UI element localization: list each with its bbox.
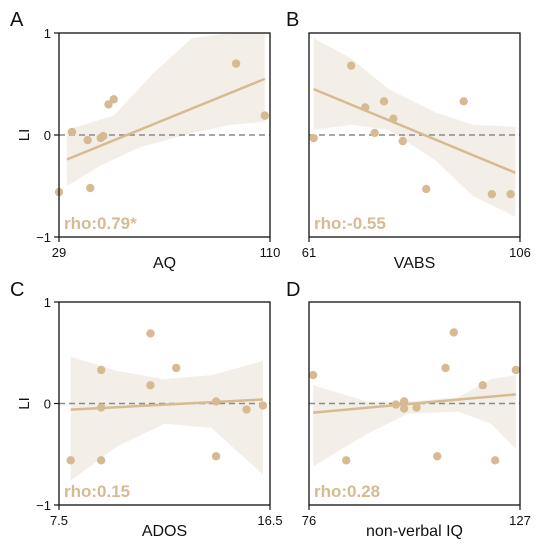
data-point [97,403,106,412]
chart-panel-c: 7.5 16.5 1 0 −1 ADOS LI rho:0.15 C [10,279,283,540]
data-point [67,127,77,137]
data-point [66,456,75,465]
data-point [97,456,106,465]
data-point [260,111,269,120]
rho-annotation: rho:0.28 [314,482,380,501]
data-point [308,370,318,380]
data-point [459,97,468,106]
x-tick-label: 29 [52,245,66,260]
data-point [97,365,106,375]
x-tick-label: 61 [302,245,316,260]
data-point [506,189,515,199]
y-tick-label: 0 [44,128,51,143]
data-point [146,329,155,338]
confidence-band [313,38,516,217]
data-point [99,131,108,141]
data-point [398,136,407,146]
data-point [399,404,409,413]
y-tick-label: 0 [44,397,51,412]
data-point [86,183,95,193]
data-point [309,133,318,143]
rho-annotation: rho:0.79* [64,214,137,233]
data-point [389,114,398,123]
confidence-band [70,356,263,481]
rho-annotation: rho:0.15 [64,482,130,501]
data-point [487,189,497,199]
panel-letter: A [10,9,24,31]
x-tick-label: 110 [260,245,281,260]
y-tick-label: −1 [36,498,51,513]
data-point [104,100,113,109]
data-point [361,103,370,112]
data-point [449,328,459,337]
confidence-band [313,375,516,467]
y-tick-label: −1 [36,230,51,245]
data-point [399,397,409,406]
data-point [172,363,181,373]
data-point [211,397,221,406]
chart-panel-b: 61 106 VABS rho:-0.55 B [286,9,531,272]
x-axis-label: AQ [153,255,176,272]
x-tick-label: 127 [509,513,531,528]
y-tick-label: 1 [44,295,51,310]
data-point [391,400,401,409]
data-point [490,456,500,465]
data-point [511,365,521,375]
confidence-band [66,33,265,186]
y-tick-label: 1 [44,26,51,41]
regression-line [313,87,516,174]
data-point [109,95,118,104]
regression-line [313,393,516,414]
data-point [379,97,389,106]
data-point [242,405,251,414]
data-point [231,59,241,68]
panel-letter: C [10,279,24,301]
plot-frame [308,32,521,238]
data-point [441,363,450,373]
data-point [342,456,351,465]
x-axis-label: VABS [394,255,436,272]
data-point [478,381,487,390]
data-point [258,401,268,410]
data-point [422,184,431,194]
x-tick-label: 76 [302,513,316,528]
x-tick-label: 106 [509,245,531,260]
plot-frame [308,301,521,506]
data-point [412,403,421,412]
x-axis-label: ADOS [142,523,187,540]
data-point [433,452,442,461]
data-point [211,452,221,461]
x-axis-label: non-verbal IQ [366,523,463,540]
regression-line [66,77,266,161]
panel-letter: B [286,9,299,31]
data-point [146,381,155,390]
chart-panel-a: 29 110 1 0 −1 AQ LI rho:0.79* A [10,9,280,272]
data-point [83,135,92,145]
data-point [347,61,356,70]
y-axis-label: LI [16,129,33,142]
x-tick-label: 16.5 [257,513,282,528]
data-point [370,128,379,138]
y-axis-label: LI [16,397,33,410]
x-tick-label: 7.5 [50,513,68,528]
panel-letter: D [286,279,300,301]
chart-panel-d: 76 127 non-verbal IQ rho:0.28 D [286,279,531,540]
rho-annotation: rho:-0.55 [314,214,386,233]
